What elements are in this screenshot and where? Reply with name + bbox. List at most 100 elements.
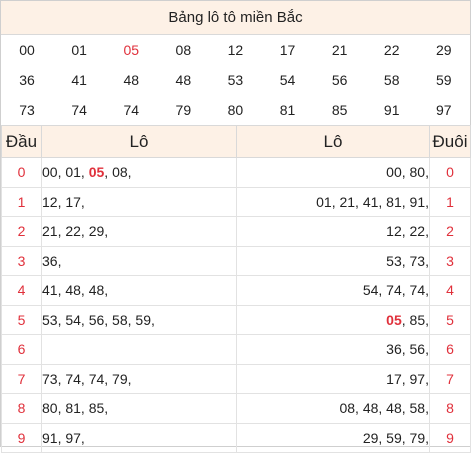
lo-duoi-cell: 29, 59, 79, (236, 422, 430, 453)
lo-dau-cell: 53, 54, 56, 58, 59, (41, 304, 237, 335)
table-header-row: Đầu Lô Lô Đuôi (1, 125, 471, 158)
page-title: Bảng lô tô miền Bắc (1, 1, 470, 35)
numbers-grid-row: 36 41 48 48 53 54 56 58 59 (1, 65, 470, 95)
lo-dau-cell: 41, 48, 48, (41, 275, 237, 306)
number-cell: 79 (175, 102, 192, 118)
dau-cell: 7 (1, 363, 42, 394)
lo-number: 41, 48, 48, (42, 282, 109, 299)
header-lo-right: Lô (236, 125, 430, 158)
table-row: 0 00, 01, 05, 08, 00, 80, 0 (1, 157, 471, 188)
table-row: 8 80, 81, 85, 08, 48, 48, 58, 8 (1, 393, 471, 424)
lo-duoi-cell: 54, 74, 74, (236, 275, 430, 306)
duoi-cell: 6 (429, 334, 471, 365)
number-cell: 81 (279, 102, 296, 118)
duoi-cell: 3 (429, 245, 471, 276)
lo-number: 36, 56, (386, 341, 429, 358)
dau-cell: 5 (1, 304, 42, 335)
number-cell: 73 (19, 102, 35, 118)
lo-dau-cell: 21, 22, 29, (41, 216, 237, 247)
number-cell: 21 (331, 42, 348, 58)
number-cell: 00 (19, 42, 35, 58)
table-row: 6 36, 56, 6 (1, 334, 471, 365)
number-cell: 85 (331, 102, 348, 118)
header-duoi: Đuôi (429, 125, 471, 158)
table-row: 9 91, 97, 29, 59, 79, 9 (1, 422, 471, 453)
table-row: 5 53, 54, 56, 58, 59, 05, 85, 5 (1, 304, 471, 335)
lo-number: 54, 74, 74, (362, 282, 429, 299)
number-cell: 17 (279, 42, 296, 58)
number-cell: 08 (175, 42, 192, 58)
number-cell: 48 (175, 72, 192, 88)
lo-dau-cell: 12, 17, (41, 186, 237, 217)
lo-number: , 08, (104, 164, 132, 181)
duoi-cell: 5 (429, 304, 471, 335)
lo-dau-cell (41, 334, 237, 365)
number-cell: 54 (279, 72, 296, 88)
table-row: 3 36, 53, 73, 3 (1, 245, 471, 276)
lo-number: 53, 54, 56, 58, 59, (42, 311, 155, 328)
lo-dau-cell: 36, (41, 245, 237, 276)
lo-number: 36, (42, 252, 62, 269)
lo-number: 21, 22, 29, (42, 223, 109, 240)
dau-cell: 0 (1, 157, 42, 188)
table-row: 7 73, 74, 74, 79, 17, 97, 7 (1, 363, 471, 394)
table-row: 4 41, 48, 48, 54, 74, 74, 4 (1, 275, 471, 306)
lo-number: 00, 80, (386, 164, 429, 181)
number-cell: 12 (227, 42, 244, 58)
lo-duoi-cell: 17, 97, (236, 363, 430, 394)
dau-cell: 6 (1, 334, 42, 365)
lo-number: 05 (386, 311, 402, 328)
loto-table: Đầu Lô Lô Đuôi 0 00, 01, 05, 08, 00, 80, 0 1… (1, 125, 471, 453)
lo-dau-cell: 91, 97, (41, 422, 237, 453)
numbers-grid-row: 73 74 74 79 80 81 85 91 97 (1, 95, 470, 125)
lo-number: 12, 17, (42, 193, 85, 210)
table-row: 2 21, 22, 29, 12, 22, 2 (1, 216, 471, 247)
duoi-cell: 9 (429, 422, 471, 453)
lo-duoi-cell: 53, 73, (236, 245, 430, 276)
lo-number: , 85, (401, 311, 429, 328)
duoi-cell: 8 (429, 393, 471, 424)
lo-duoi-cell: 36, 56, (236, 334, 430, 365)
lo-number: 00, (42, 164, 66, 181)
lo-dau-cell: 80, 81, 85, (41, 393, 237, 424)
lo-number: 08, 48, 48, 58, (339, 400, 429, 417)
number-cell: 74 (71, 102, 87, 118)
lo-number: 01, 21, 41, 81, 91, (316, 193, 429, 210)
lo-dau-cell: 00, 01, 05, 08, (41, 157, 237, 188)
lo-number: 05 (88, 164, 105, 181)
lo-number: 12, 22, (386, 223, 429, 240)
header-lo-left: Lô (41, 125, 237, 158)
lo-number: 73, 74, 74, 79, (42, 370, 132, 387)
lo-number: 29, 59, 79, (362, 429, 429, 446)
number-cell: 05 (123, 42, 140, 58)
lo-dau-cell: 73, 74, 74, 79, (41, 363, 237, 394)
number-cell: 97 (436, 102, 452, 118)
dau-cell: 1 (1, 186, 42, 217)
number-cell: 91 (383, 102, 400, 118)
duoi-cell: 2 (429, 216, 471, 247)
duoi-cell: 0 (429, 157, 471, 188)
duoi-cell: 7 (429, 363, 471, 394)
number-cell: 01 (71, 42, 87, 58)
number-cell: 22 (383, 42, 400, 58)
table-row: 1 12, 17, 01, 21, 41, 81, 91, 1 (1, 186, 471, 217)
lo-number: 53, 73, (386, 252, 429, 269)
lo-duoi-cell: 00, 80, (236, 157, 430, 188)
lo-duoi-cell: 12, 22, (236, 216, 430, 247)
dau-cell: 2 (1, 216, 42, 247)
number-cell: 74 (123, 102, 140, 118)
dau-cell: 8 (1, 393, 42, 424)
duoi-cell: 4 (429, 275, 471, 306)
lo-number: 01, (65, 164, 89, 181)
number-cell: 59 (436, 72, 452, 88)
lo-number: 17, 97, (386, 370, 429, 387)
lo-duoi-cell: 05, 85, (236, 304, 430, 335)
dau-cell: 9 (1, 422, 42, 453)
numbers-grid-row: 00 01 05 08 12 17 21 22 29 (1, 35, 470, 65)
dau-cell: 4 (1, 275, 42, 306)
lo-duoi-cell: 08, 48, 48, 58, (236, 393, 430, 424)
number-cell: 48 (123, 72, 140, 88)
number-cell: 56 (331, 72, 348, 88)
lo-number: 91, 97, (42, 429, 85, 446)
